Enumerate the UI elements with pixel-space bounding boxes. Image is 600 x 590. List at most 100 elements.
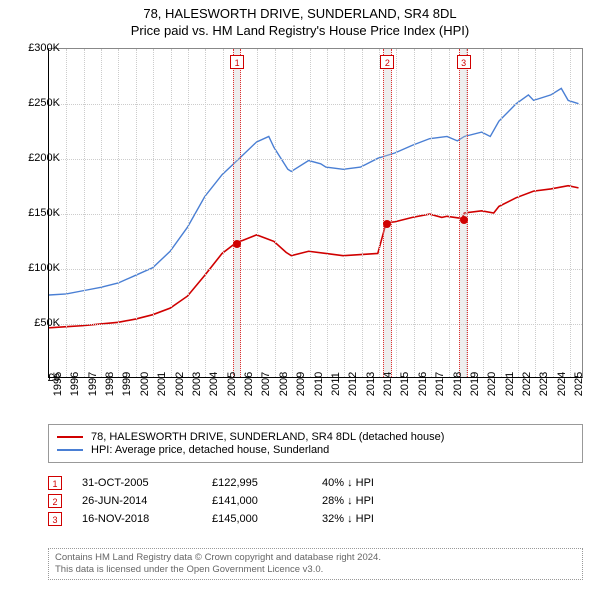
sale-number-box: 2 bbox=[48, 494, 62, 508]
x-axis-label: 2000 bbox=[139, 372, 151, 396]
y-axis-label: £200K bbox=[20, 152, 60, 164]
gridline-v bbox=[344, 49, 345, 377]
gridline-v bbox=[292, 49, 293, 377]
gridline-v bbox=[535, 49, 536, 377]
gridline-v bbox=[257, 49, 258, 377]
x-axis-label: 2005 bbox=[226, 372, 238, 396]
sales-row: 1 31-OCT-2005 £122,995 40% ↓ HPI bbox=[48, 476, 583, 490]
x-axis-label: 2023 bbox=[538, 372, 550, 396]
sales-row: 3 16-NOV-2018 £145,000 32% ↓ HPI bbox=[48, 512, 583, 526]
x-axis-label: 2012 bbox=[347, 372, 359, 396]
sale-point bbox=[233, 240, 241, 248]
gridline-v bbox=[223, 49, 224, 377]
gridline-v bbox=[136, 49, 137, 377]
event-band bbox=[233, 49, 242, 377]
chart-subtitle: Price paid vs. HM Land Registry's House … bbox=[0, 23, 600, 38]
legend-label-hpi: HPI: Average price, detached house, Sund… bbox=[91, 444, 329, 456]
x-axis-label: 2016 bbox=[417, 372, 429, 396]
y-axis-label: £100K bbox=[20, 262, 60, 274]
gridline-v bbox=[501, 49, 502, 377]
gridline-v bbox=[153, 49, 154, 377]
series-hpi bbox=[49, 88, 579, 295]
x-axis-label: 2019 bbox=[469, 372, 481, 396]
x-axis-label: 2013 bbox=[365, 372, 377, 396]
legend-item-property: 78, HALESWORTH DRIVE, SUNDERLAND, SR4 8D… bbox=[57, 431, 574, 443]
legend-swatch-hpi bbox=[57, 449, 83, 451]
x-axis-label: 2017 bbox=[434, 372, 446, 396]
x-axis-label: 1996 bbox=[69, 372, 81, 396]
x-axis-label: 1995 bbox=[52, 372, 64, 396]
x-axis-label: 2020 bbox=[486, 372, 498, 396]
sale-date: 26-JUN-2014 bbox=[82, 495, 192, 507]
sale-delta: 32% ↓ HPI bbox=[322, 513, 432, 525]
sales-table: 1 31-OCT-2005 £122,995 40% ↓ HPI 2 26-JUN-201… bbox=[48, 472, 583, 530]
y-axis-label: £150K bbox=[20, 207, 60, 219]
x-axis-label: 2015 bbox=[399, 372, 411, 396]
gridline-h bbox=[49, 269, 582, 270]
sale-date: 16-NOV-2018 bbox=[82, 513, 192, 525]
x-axis-label: 2018 bbox=[452, 372, 464, 396]
x-axis-label: 2008 bbox=[278, 372, 290, 396]
gridline-v bbox=[414, 49, 415, 377]
gridline-v bbox=[171, 49, 172, 377]
x-axis-label: 1997 bbox=[87, 372, 99, 396]
x-axis-label: 2024 bbox=[556, 372, 568, 396]
chart-container: 78, HALESWORTH DRIVE, SUNDERLAND, SR4 8D… bbox=[0, 0, 600, 590]
event-band bbox=[383, 49, 392, 377]
sale-delta: 28% ↓ HPI bbox=[322, 495, 432, 507]
event-band bbox=[459, 49, 468, 377]
event-marker: 1 bbox=[230, 55, 244, 69]
y-axis-label: £250K bbox=[20, 97, 60, 109]
x-axis-label: 2011 bbox=[330, 372, 342, 396]
x-axis-label: 2002 bbox=[174, 372, 186, 396]
footer-line-2: This data is licensed under the Open Gov… bbox=[55, 564, 576, 576]
y-axis-label: £50K bbox=[20, 317, 60, 329]
sale-number-box: 3 bbox=[48, 512, 62, 526]
x-axis-label: 1998 bbox=[104, 372, 116, 396]
sale-price: £141,000 bbox=[212, 495, 302, 507]
legend-item-hpi: HPI: Average price, detached house, Sund… bbox=[57, 444, 574, 456]
gridline-v bbox=[379, 49, 380, 377]
x-axis-label: 2006 bbox=[243, 372, 255, 396]
title-block: 78, HALESWORTH DRIVE, SUNDERLAND, SR4 8D… bbox=[0, 0, 600, 40]
gridline-v bbox=[570, 49, 571, 377]
x-axis-label: 2025 bbox=[573, 372, 585, 396]
sale-delta: 40% ↓ HPI bbox=[322, 477, 432, 489]
gridline-v bbox=[84, 49, 85, 377]
legend-swatch-property bbox=[57, 436, 83, 438]
series-svg bbox=[49, 49, 582, 377]
gridline-v bbox=[327, 49, 328, 377]
gridline-v bbox=[431, 49, 432, 377]
y-axis-label: £300K bbox=[20, 42, 60, 54]
plot-area: 1 2 3 bbox=[48, 48, 583, 378]
gridline-v bbox=[188, 49, 189, 377]
sale-number-box: 1 bbox=[48, 476, 62, 490]
footer-line-1: Contains HM Land Registry data © Crown c… bbox=[55, 552, 576, 564]
legend: 78, HALESWORTH DRIVE, SUNDERLAND, SR4 8D… bbox=[48, 424, 583, 463]
event-marker: 3 bbox=[457, 55, 471, 69]
sale-date: 31-OCT-2005 bbox=[82, 477, 192, 489]
x-axis-label: 2007 bbox=[260, 372, 272, 396]
x-axis-label: 2003 bbox=[191, 372, 203, 396]
x-axis-label: 1999 bbox=[121, 372, 133, 396]
x-axis-label: 2009 bbox=[295, 372, 307, 396]
sale-point bbox=[460, 216, 468, 224]
gridline-v bbox=[66, 49, 67, 377]
gridline-v bbox=[362, 49, 363, 377]
x-axis-label: 2010 bbox=[313, 372, 325, 396]
sale-price: £145,000 bbox=[212, 513, 302, 525]
gridline-h bbox=[49, 324, 582, 325]
gridline-h bbox=[49, 214, 582, 215]
gridline-h bbox=[49, 104, 582, 105]
x-axis-label: 2001 bbox=[156, 372, 168, 396]
gridline-v bbox=[518, 49, 519, 377]
event-marker: 2 bbox=[380, 55, 394, 69]
gridline-v bbox=[205, 49, 206, 377]
sale-price: £122,995 bbox=[212, 477, 302, 489]
gridline-h bbox=[49, 159, 582, 160]
series-property bbox=[49, 186, 579, 328]
gridline-v bbox=[275, 49, 276, 377]
chart-title: 78, HALESWORTH DRIVE, SUNDERLAND, SR4 8D… bbox=[0, 6, 600, 21]
gridline-v bbox=[483, 49, 484, 377]
gridline-v bbox=[553, 49, 554, 377]
